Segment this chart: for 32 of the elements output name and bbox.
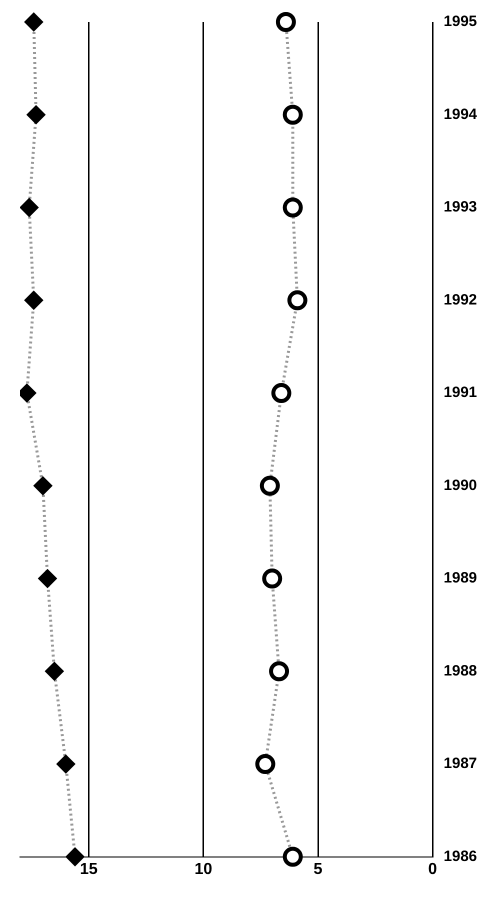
point xyxy=(44,662,64,681)
y-tick-label: 1992 xyxy=(444,291,478,308)
point xyxy=(56,754,76,774)
y-tick-label: 1986 xyxy=(444,848,478,865)
y-tick-label: 1991 xyxy=(444,384,478,402)
y-tick-label: 1987 xyxy=(444,755,478,772)
point xyxy=(271,383,292,404)
x-tick-label: 0 xyxy=(428,860,438,878)
point xyxy=(282,846,303,867)
point xyxy=(260,476,280,496)
point xyxy=(38,569,58,588)
point xyxy=(269,661,290,682)
point xyxy=(282,104,303,125)
y-tick-label: 1990 xyxy=(444,476,478,494)
point xyxy=(24,12,44,32)
point xyxy=(287,290,308,310)
point xyxy=(282,198,303,218)
point xyxy=(26,105,46,124)
point xyxy=(33,476,52,496)
x-tick-label: 10 xyxy=(194,860,212,878)
y-tick-label: 1993 xyxy=(444,198,478,216)
y-tick-label: 1989 xyxy=(444,570,478,587)
point xyxy=(255,754,276,774)
point xyxy=(24,290,44,310)
point xyxy=(20,198,39,218)
y-tick-label: 1988 xyxy=(444,662,478,680)
x-tick-label: 5 xyxy=(314,860,323,878)
y-tick-label: 1995 xyxy=(444,13,478,30)
y-tick-label: 1994 xyxy=(444,106,478,123)
point xyxy=(276,12,296,32)
x-tick-label: 15 xyxy=(80,860,98,878)
point xyxy=(262,568,282,589)
